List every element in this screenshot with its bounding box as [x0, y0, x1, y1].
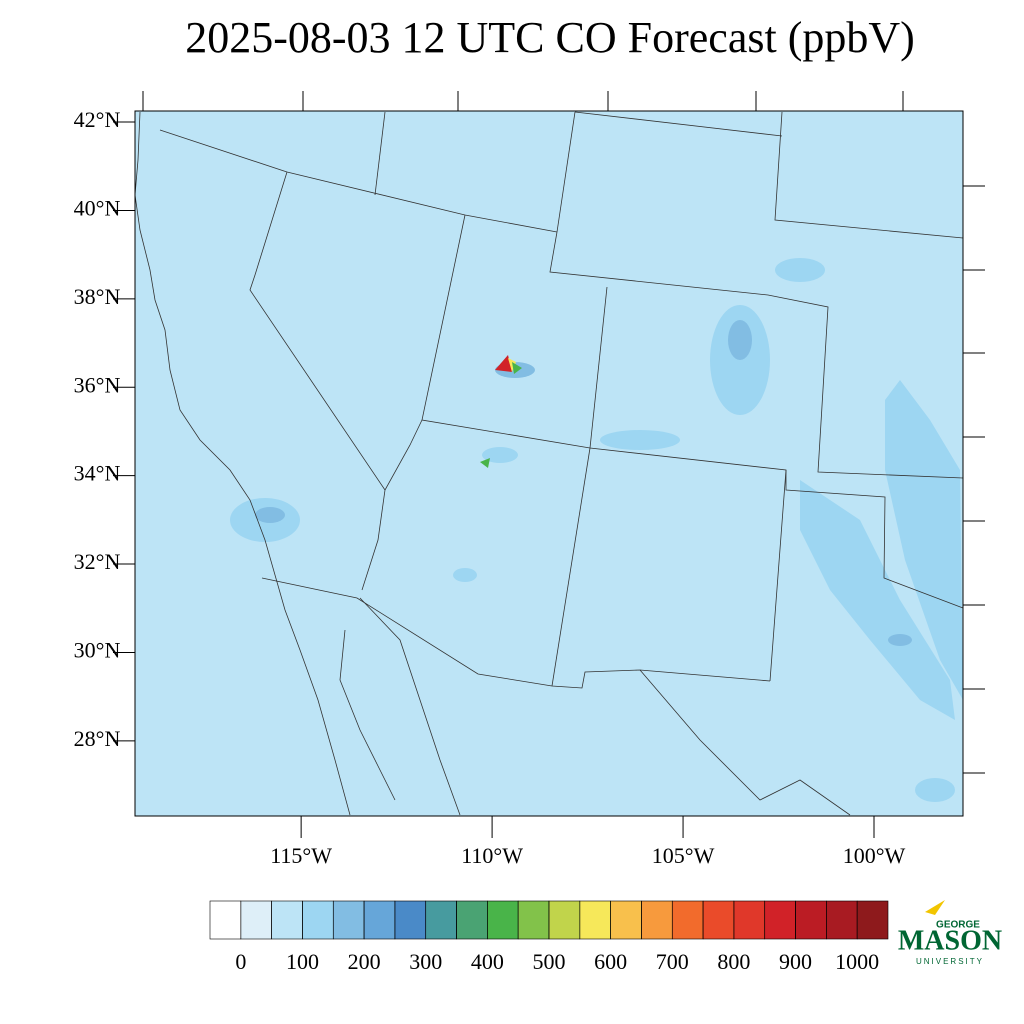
colorbar-box — [425, 900, 457, 940]
colorbar-label: 900 — [779, 949, 812, 974]
lon-label: 115°W — [270, 843, 332, 868]
borders — [134, 111, 964, 816]
colorbar-box — [856, 900, 889, 940]
colorbar-box — [240, 900, 272, 940]
lat-label: 30°N — [74, 638, 121, 663]
title: 2025-08-03 12 UTC CO Forecast (ppbV) — [185, 13, 915, 62]
colorbar-box — [487, 900, 519, 940]
colorbar-box — [332, 900, 365, 940]
colorbar-box — [579, 900, 611, 940]
colorbar-box — [702, 900, 735, 940]
colorbar-box — [764, 900, 796, 940]
lat-label: 28°N — [74, 726, 121, 751]
colorbar-label: 0 — [235, 949, 246, 974]
colorbar-box — [826, 900, 858, 940]
colorbar-box — [363, 900, 396, 940]
colorbar-box — [456, 900, 488, 940]
colorbar-box — [271, 900, 303, 940]
fire-plume — [480, 355, 535, 468]
lat-label: 36°N — [74, 372, 121, 397]
lat-label: 38°N — [74, 284, 121, 309]
colorbar-label: 1000 — [835, 949, 879, 974]
colorbar-box — [209, 900, 242, 940]
map-field — [135, 111, 963, 816]
colorbar-box — [302, 900, 334, 940]
colorbar-label: 700 — [656, 949, 689, 974]
lon-label: 110°W — [461, 843, 523, 868]
colorbar-label: 300 — [409, 949, 442, 974]
colorbar-box — [610, 900, 642, 940]
logo: GEORGE MASON UNIVERSITY — [898, 900, 1002, 966]
map-frame — [134, 110, 964, 817]
logo-bottom: UNIVERSITY — [916, 957, 984, 966]
plumes — [230, 258, 963, 802]
colorbar-box — [548, 900, 581, 940]
lat-label: 32°N — [74, 549, 121, 574]
lon-label: 105°W — [652, 843, 715, 868]
map — [134, 91, 985, 817]
lat-label: 34°N — [74, 461, 121, 486]
colorbar-label: 600 — [594, 949, 627, 974]
logo-name: MASON — [898, 925, 1002, 956]
colorbar-box — [394, 900, 427, 940]
graticule-ticks — [142, 91, 985, 774]
colorbar-box — [671, 900, 704, 940]
lat-label: 40°N — [74, 195, 121, 220]
lon-label: 100°W — [843, 843, 906, 868]
colorbar-box — [795, 900, 827, 940]
colorbar-label: 100 — [286, 949, 319, 974]
colorbar-box — [733, 900, 766, 940]
colorbar-box — [517, 900, 550, 940]
colorbar-label: 800 — [717, 949, 750, 974]
colorbar-label: 400 — [471, 949, 504, 974]
plume-cores — [255, 320, 912, 646]
lat-label: 42°N — [74, 107, 121, 132]
colorbar-label: 200 — [348, 949, 381, 974]
colorbar-label: 500 — [533, 949, 566, 974]
logo-top: GEORGE — [936, 920, 980, 931]
colorbar-box — [641, 900, 673, 940]
